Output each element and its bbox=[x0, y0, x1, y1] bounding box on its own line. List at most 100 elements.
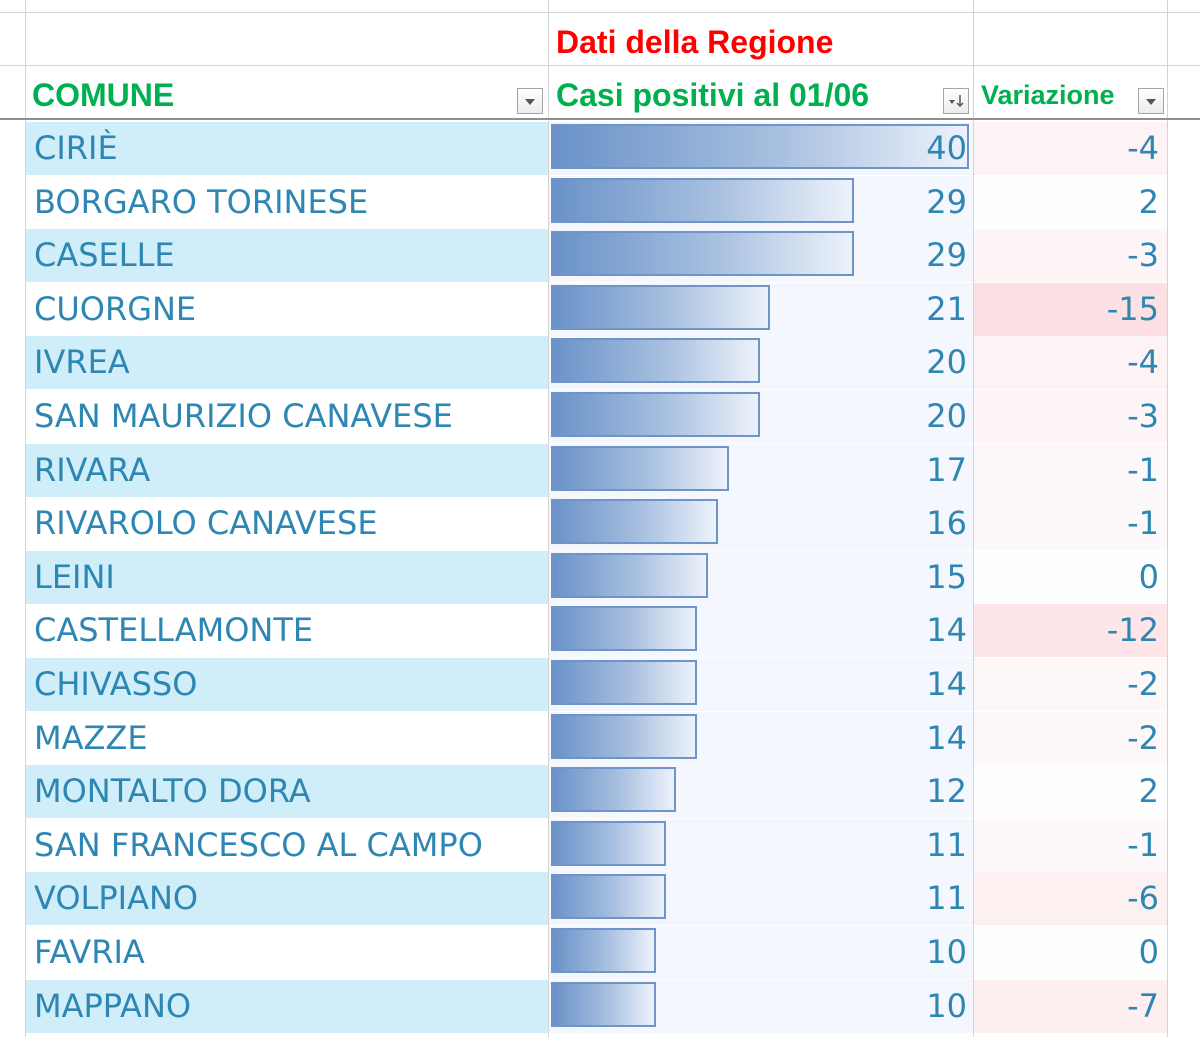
variazione-value: 2 bbox=[1138, 772, 1159, 811]
casi-value: 29 bbox=[926, 236, 967, 275]
casi-cell[interactable]: 10 bbox=[549, 926, 973, 979]
column-gridline bbox=[548, 0, 549, 1037]
data-bar bbox=[551, 231, 854, 277]
comune-name: MONTALTO DORA bbox=[34, 772, 311, 811]
variazione-value: -7 bbox=[1127, 986, 1159, 1025]
comune-name: CASTELLAMONTE bbox=[34, 611, 314, 650]
table-row: CASTELLAMONTE 14 -12 bbox=[0, 604, 1200, 658]
casi-cell[interactable]: 21 bbox=[549, 282, 973, 336]
casi-cell[interactable]: 40 bbox=[549, 122, 973, 175]
casi-cell[interactable]: 14 bbox=[549, 604, 973, 658]
data-bar bbox=[551, 874, 666, 920]
table-row: SAN MAURIZIO CANAVESE 20 -3 bbox=[0, 390, 1200, 443]
variazione-cell[interactable]: -4 bbox=[974, 336, 1167, 390]
casi-value: 11 bbox=[926, 879, 967, 918]
variazione-value: -1 bbox=[1127, 450, 1159, 489]
variazione-cell[interactable]: -7 bbox=[974, 979, 1167, 1033]
casi-cell[interactable]: 20 bbox=[549, 336, 973, 390]
comune-cell[interactable]: BORGARO TORINESE bbox=[26, 176, 548, 229]
comune-cell[interactable]: VOLPIANO bbox=[26, 872, 548, 926]
casi-cell[interactable]: 15 bbox=[549, 550, 973, 604]
header-casi-positivi[interactable]: Casi positivi al 01/06 bbox=[556, 77, 870, 113]
variazione-cell[interactable]: -2 bbox=[974, 658, 1167, 711]
casi-cell[interactable]: 11 bbox=[549, 818, 973, 872]
comune-name: LEINI bbox=[34, 557, 115, 596]
comune-cell[interactable]: MAPPANO bbox=[26, 979, 548, 1033]
comune-cell[interactable]: SAN MAURIZIO CANAVESE bbox=[26, 390, 548, 443]
comune-name: MAPPANO bbox=[34, 986, 192, 1025]
data-bar bbox=[551, 552, 708, 598]
variazione-value: -15 bbox=[1106, 289, 1159, 328]
table-row: VOLPIANO 11 -6 bbox=[0, 872, 1200, 926]
comune-cell[interactable]: MAZZE bbox=[26, 712, 548, 765]
table-row: CHIVASSO 14 -2 bbox=[0, 658, 1200, 711]
comune-cell[interactable]: CIRIÈ bbox=[26, 122, 548, 175]
variazione-filter-button[interactable] bbox=[1138, 88, 1164, 114]
comune-cell[interactable]: IVREA bbox=[26, 336, 548, 390]
comune-filter-button[interactable] bbox=[517, 88, 543, 114]
variazione-cell[interactable]: -15 bbox=[974, 282, 1167, 336]
comune-cell[interactable]: FAVRIA bbox=[26, 926, 548, 979]
variazione-cell[interactable]: 2 bbox=[974, 175, 1167, 229]
casi-value: 20 bbox=[926, 397, 967, 435]
comune-cell[interactable]: RIVARA bbox=[26, 443, 548, 497]
casi-cell[interactable]: 12 bbox=[549, 765, 973, 819]
comune-name: CASELLE bbox=[34, 236, 175, 275]
data-bar bbox=[551, 338, 760, 384]
header-variazione[interactable]: Variazione bbox=[981, 80, 1115, 110]
data-bar bbox=[551, 445, 729, 491]
casi-sort-button[interactable] bbox=[943, 88, 969, 114]
comune-name: FAVRIA bbox=[34, 933, 145, 971]
comune-cell[interactable]: CASELLE bbox=[26, 229, 548, 283]
casi-value: 14 bbox=[926, 665, 967, 703]
casi-cell[interactable]: 14 bbox=[549, 711, 973, 765]
casi-cell[interactable]: 17 bbox=[549, 443, 973, 497]
variazione-value: -4 bbox=[1127, 343, 1159, 382]
casi-cell[interactable]: 20 bbox=[549, 390, 973, 443]
data-bar bbox=[551, 177, 854, 223]
variazione-cell[interactable]: 0 bbox=[974, 926, 1167, 979]
variazione-cell[interactable]: -1 bbox=[974, 443, 1167, 497]
comune-cell[interactable]: CUORGNE bbox=[26, 283, 548, 336]
variazione-cell[interactable]: -1 bbox=[974, 497, 1167, 551]
comune-cell[interactable]: CHIVASSO bbox=[26, 658, 548, 711]
variazione-cell[interactable]: -3 bbox=[974, 390, 1167, 443]
data-bar bbox=[551, 767, 676, 813]
casi-value: 14 bbox=[926, 611, 967, 650]
comune-cell[interactable]: RIVAROLO CANAVESE bbox=[26, 497, 548, 550]
casi-cell[interactable]: 10 bbox=[549, 979, 973, 1033]
casi-value: 40 bbox=[926, 129, 967, 167]
casi-value: 21 bbox=[926, 289, 967, 328]
variazione-cell[interactable]: -6 bbox=[974, 872, 1167, 926]
variazione-cell[interactable]: -1 bbox=[974, 818, 1167, 872]
table-row: RIVAROLO CANAVESE 16 -1 bbox=[0, 497, 1200, 551]
variazione-cell[interactable]: -3 bbox=[974, 229, 1167, 283]
variazione-value: -2 bbox=[1127, 665, 1159, 703]
variazione-value: 2 bbox=[1138, 182, 1159, 221]
comune-cell[interactable]: LEINI bbox=[26, 550, 548, 604]
comune-name: BORGARO TORINESE bbox=[34, 182, 369, 221]
casi-cell[interactable]: 16 bbox=[549, 497, 973, 551]
casi-value: 10 bbox=[926, 933, 967, 971]
casi-value: 17 bbox=[926, 450, 967, 489]
variazione-cell[interactable]: -2 bbox=[974, 711, 1167, 765]
casi-value: 12 bbox=[926, 772, 967, 811]
variazione-cell[interactable]: 0 bbox=[974, 550, 1167, 604]
header-comune[interactable]: COMUNE bbox=[32, 77, 175, 113]
variazione-cell[interactable]: -4 bbox=[974, 122, 1167, 175]
comune-cell[interactable]: CASTELLAMONTE bbox=[26, 604, 548, 657]
variazione-cell[interactable]: 2 bbox=[974, 765, 1167, 819]
variazione-cell[interactable]: -12 bbox=[974, 604, 1167, 658]
table-row: RIVARA 17 -1 bbox=[0, 443, 1200, 497]
casi-cell[interactable]: 29 bbox=[549, 229, 973, 283]
comune-cell[interactable]: MONTALTO DORA bbox=[26, 765, 548, 819]
comune-cell[interactable]: SAN FRANCESCO AL CAMPO bbox=[26, 819, 548, 872]
casi-cell[interactable]: 29 bbox=[549, 175, 973, 229]
table-row: CUORGNE 21 -15 bbox=[0, 282, 1200, 336]
variazione-value: -1 bbox=[1127, 504, 1159, 543]
table-row: MONTALTO DORA 12 2 bbox=[0, 765, 1200, 819]
table-row: BORGARO TORINESE 29 2 bbox=[0, 175, 1200, 229]
casi-cell[interactable]: 14 bbox=[549, 658, 973, 711]
casi-cell[interactable]: 11 bbox=[549, 872, 973, 926]
casi-value: 10 bbox=[926, 986, 967, 1025]
